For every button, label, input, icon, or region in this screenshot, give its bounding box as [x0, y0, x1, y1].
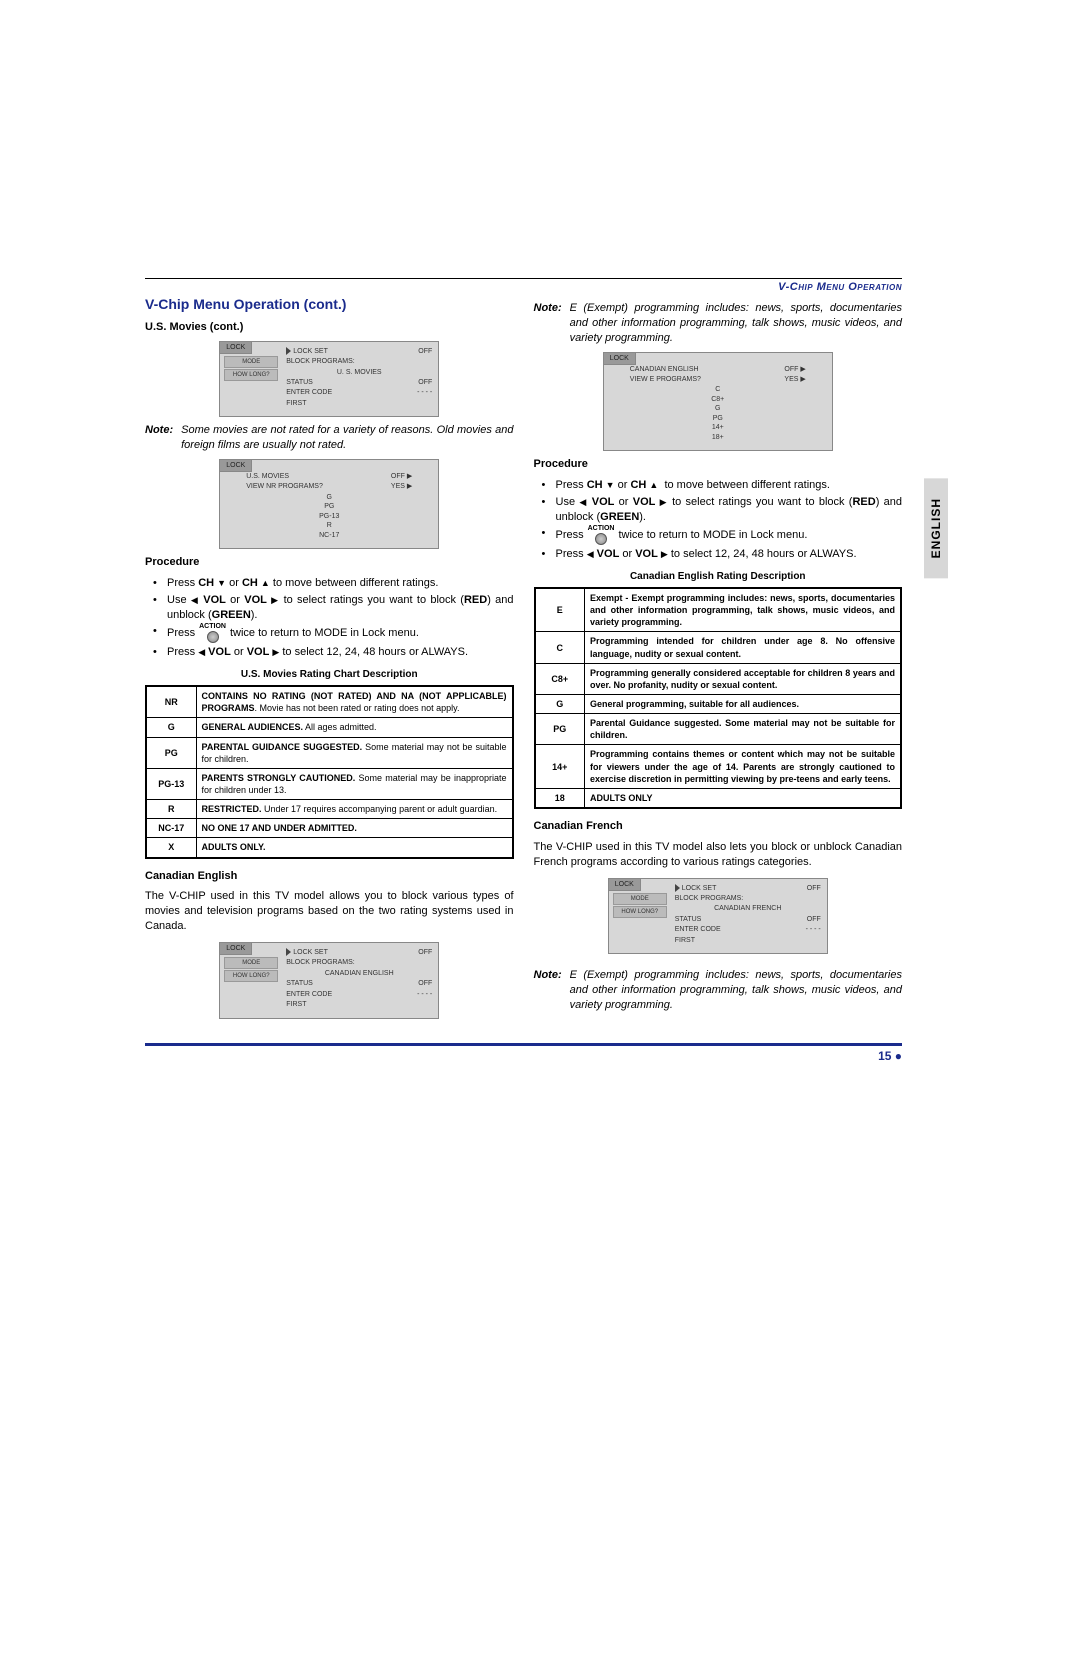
- note-text: E (Exempt) programming includes: news, s…: [570, 968, 902, 1013]
- table-row: PG-13PARENTS STRONGLY CAUTIONED. Some ma…: [146, 768, 513, 799]
- two-column-layout: V-Chip Menu Operation (cont.) U.S. Movie…: [145, 295, 902, 1025]
- procedure-heading: Procedure: [534, 457, 903, 472]
- page-number: 15 ●: [145, 1049, 902, 1063]
- procedure-list-right: Press CH ▼ or CH ▲ to move between diffe…: [534, 478, 903, 562]
- note-text: Some movies are not rated for a variety …: [181, 423, 513, 453]
- note-label: Note:: [534, 968, 562, 1013]
- running-header: V-Chip Menu Operation: [145, 281, 902, 295]
- left-column: V-Chip Menu Operation (cont.) U.S. Movie…: [145, 295, 514, 1025]
- menu-screenshot-usmovies-main: LOCK MODE HOW LONG? LOCK SETOFF BLOCK PR…: [219, 341, 439, 418]
- canadian-english-heading: Canadian English: [145, 869, 514, 884]
- procedure-heading: Procedure: [145, 555, 514, 570]
- list-item: Press CH ▼ or CH ▲ to move between diffe…: [167, 576, 514, 591]
- action-button-icon: [595, 533, 607, 545]
- table-row: NC-17NO ONE 17 AND UNDER ADMITTED.: [146, 819, 513, 838]
- table-row: RRESTRICTED. Under 17 requires accompany…: [146, 800, 513, 819]
- menu-screenshot-usmovies-ratings: LOCK U.S. MOVIESOFF ▶ VIEW NR PROGRAMS?Y…: [219, 459, 439, 549]
- table-row: PGPARENTAL GUIDANCE SUGGESTED. Some mate…: [146, 737, 513, 768]
- list-item: Press ACTION twice to return to MODE in …: [167, 624, 514, 642]
- note-label: Note:: [534, 301, 562, 346]
- menu-howlong-btn: HOW LONG?: [224, 970, 278, 982]
- table-row: 18ADULTS ONLY: [535, 788, 902, 808]
- cdn-english-table-heading: Canadian English Rating Description: [534, 570, 903, 584]
- menu-mode-btn: MODE: [224, 356, 278, 368]
- menu-mode-btn: MODE: [224, 957, 278, 969]
- top-rule: [145, 278, 902, 279]
- table-row: NRCONTAINS NO RATING (NOT RATED) AND NA …: [146, 686, 513, 718]
- us-movies-rating-table: NRCONTAINS NO RATING (NOT RATED) AND NA …: [145, 685, 514, 858]
- right-column: Note: E (Exempt) programming includes: n…: [534, 295, 903, 1025]
- table-row: CProgramming intended for children under…: [535, 632, 902, 663]
- note-cdn-french: Note: E (Exempt) programming includes: n…: [534, 968, 903, 1013]
- table-row: GGeneral programming, suitable for all a…: [535, 695, 902, 714]
- main-heading: V-Chip Menu Operation (cont.): [145, 295, 514, 314]
- menu-tab: LOCK: [603, 352, 636, 365]
- note-usmovies: Note: Some movies are not rated for a va…: [145, 423, 514, 453]
- table-row: XADULTS ONLY.: [146, 838, 513, 858]
- us-movies-heading: U.S. Movies (cont.): [145, 320, 514, 335]
- list-item: Press CH ▼ or CH ▲ to move between diffe…: [556, 478, 903, 493]
- note-label: Note:: [145, 423, 173, 453]
- list-item: Press ◀ VOL or VOL ▶ to select 12, 24, 4…: [556, 547, 903, 562]
- cdn-english-rating-table: EExempt - Exempt programming includes: n…: [534, 587, 903, 809]
- bottom-rule: [145, 1043, 902, 1046]
- list-item: Use ◀ VOL or VOL ▶ to select ratings you…: [556, 495, 903, 525]
- menu-tab: LOCK: [219, 942, 252, 955]
- menu-tab: LOCK: [608, 878, 641, 891]
- menu-howlong-btn: HOW LONG?: [224, 369, 278, 381]
- menu-tab: LOCK: [219, 459, 252, 472]
- language-tab: ENGLISH: [924, 478, 948, 578]
- table-row: GGENERAL AUDIENCES. All ages admitted.: [146, 718, 513, 737]
- list-item: Press ACTION twice to return to MODE in …: [556, 526, 903, 544]
- canadian-english-intro: The V-CHIP used in this TV model allows …: [145, 889, 514, 934]
- menu-screenshot-cdn-french-main: LOCK MODE HOW LONG? LOCK SETOFF BLOCK PR…: [608, 878, 828, 955]
- list-item: Use ◀ VOL or VOL ▶ to select ratings you…: [167, 593, 514, 623]
- menu-screenshot-cdn-english-ratings: LOCK CANADIAN ENGLISHOFF ▶ VIEW E PROGRA…: [603, 352, 833, 452]
- menu-screenshot-cdn-english-main: LOCK MODE HOW LONG? LOCK SETOFF BLOCK PR…: [219, 942, 439, 1019]
- canadian-french-intro: The V-CHIP used in this TV model also le…: [534, 840, 903, 870]
- canadian-french-heading: Canadian French: [534, 819, 903, 834]
- menu-mode-btn: MODE: [613, 893, 667, 905]
- note-text: E (Exempt) programming includes: news, s…: [570, 301, 902, 346]
- page-container: V-Chip Menu Operation ENGLISH V-Chip Men…: [145, 278, 902, 1063]
- us-movies-table-heading: U.S. Movies Rating Chart Description: [145, 668, 514, 682]
- table-row: C8+Programming generally considered acce…: [535, 663, 902, 694]
- procedure-list-left: Press CH ▼ or CH ▲ to move between diffe…: [145, 576, 514, 660]
- list-item: Press ◀ VOL or VOL ▶ to select 12, 24, 4…: [167, 645, 514, 660]
- table-row: EExempt - Exempt programming includes: n…: [535, 588, 902, 632]
- table-row: 14+Programming contains themes or conten…: [535, 745, 902, 788]
- menu-tab: LOCK: [219, 341, 252, 354]
- note-cdn-english: Note: E (Exempt) programming includes: n…: [534, 301, 903, 346]
- table-row: PGParental Guidance suggested. Some mate…: [535, 714, 902, 745]
- action-button-icon: [207, 631, 219, 643]
- menu-howlong-btn: HOW LONG?: [613, 906, 667, 918]
